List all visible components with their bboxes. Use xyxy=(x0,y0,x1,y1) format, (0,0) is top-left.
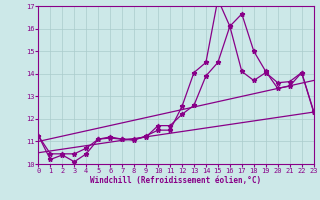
X-axis label: Windchill (Refroidissement éolien,°C): Windchill (Refroidissement éolien,°C) xyxy=(91,176,261,185)
